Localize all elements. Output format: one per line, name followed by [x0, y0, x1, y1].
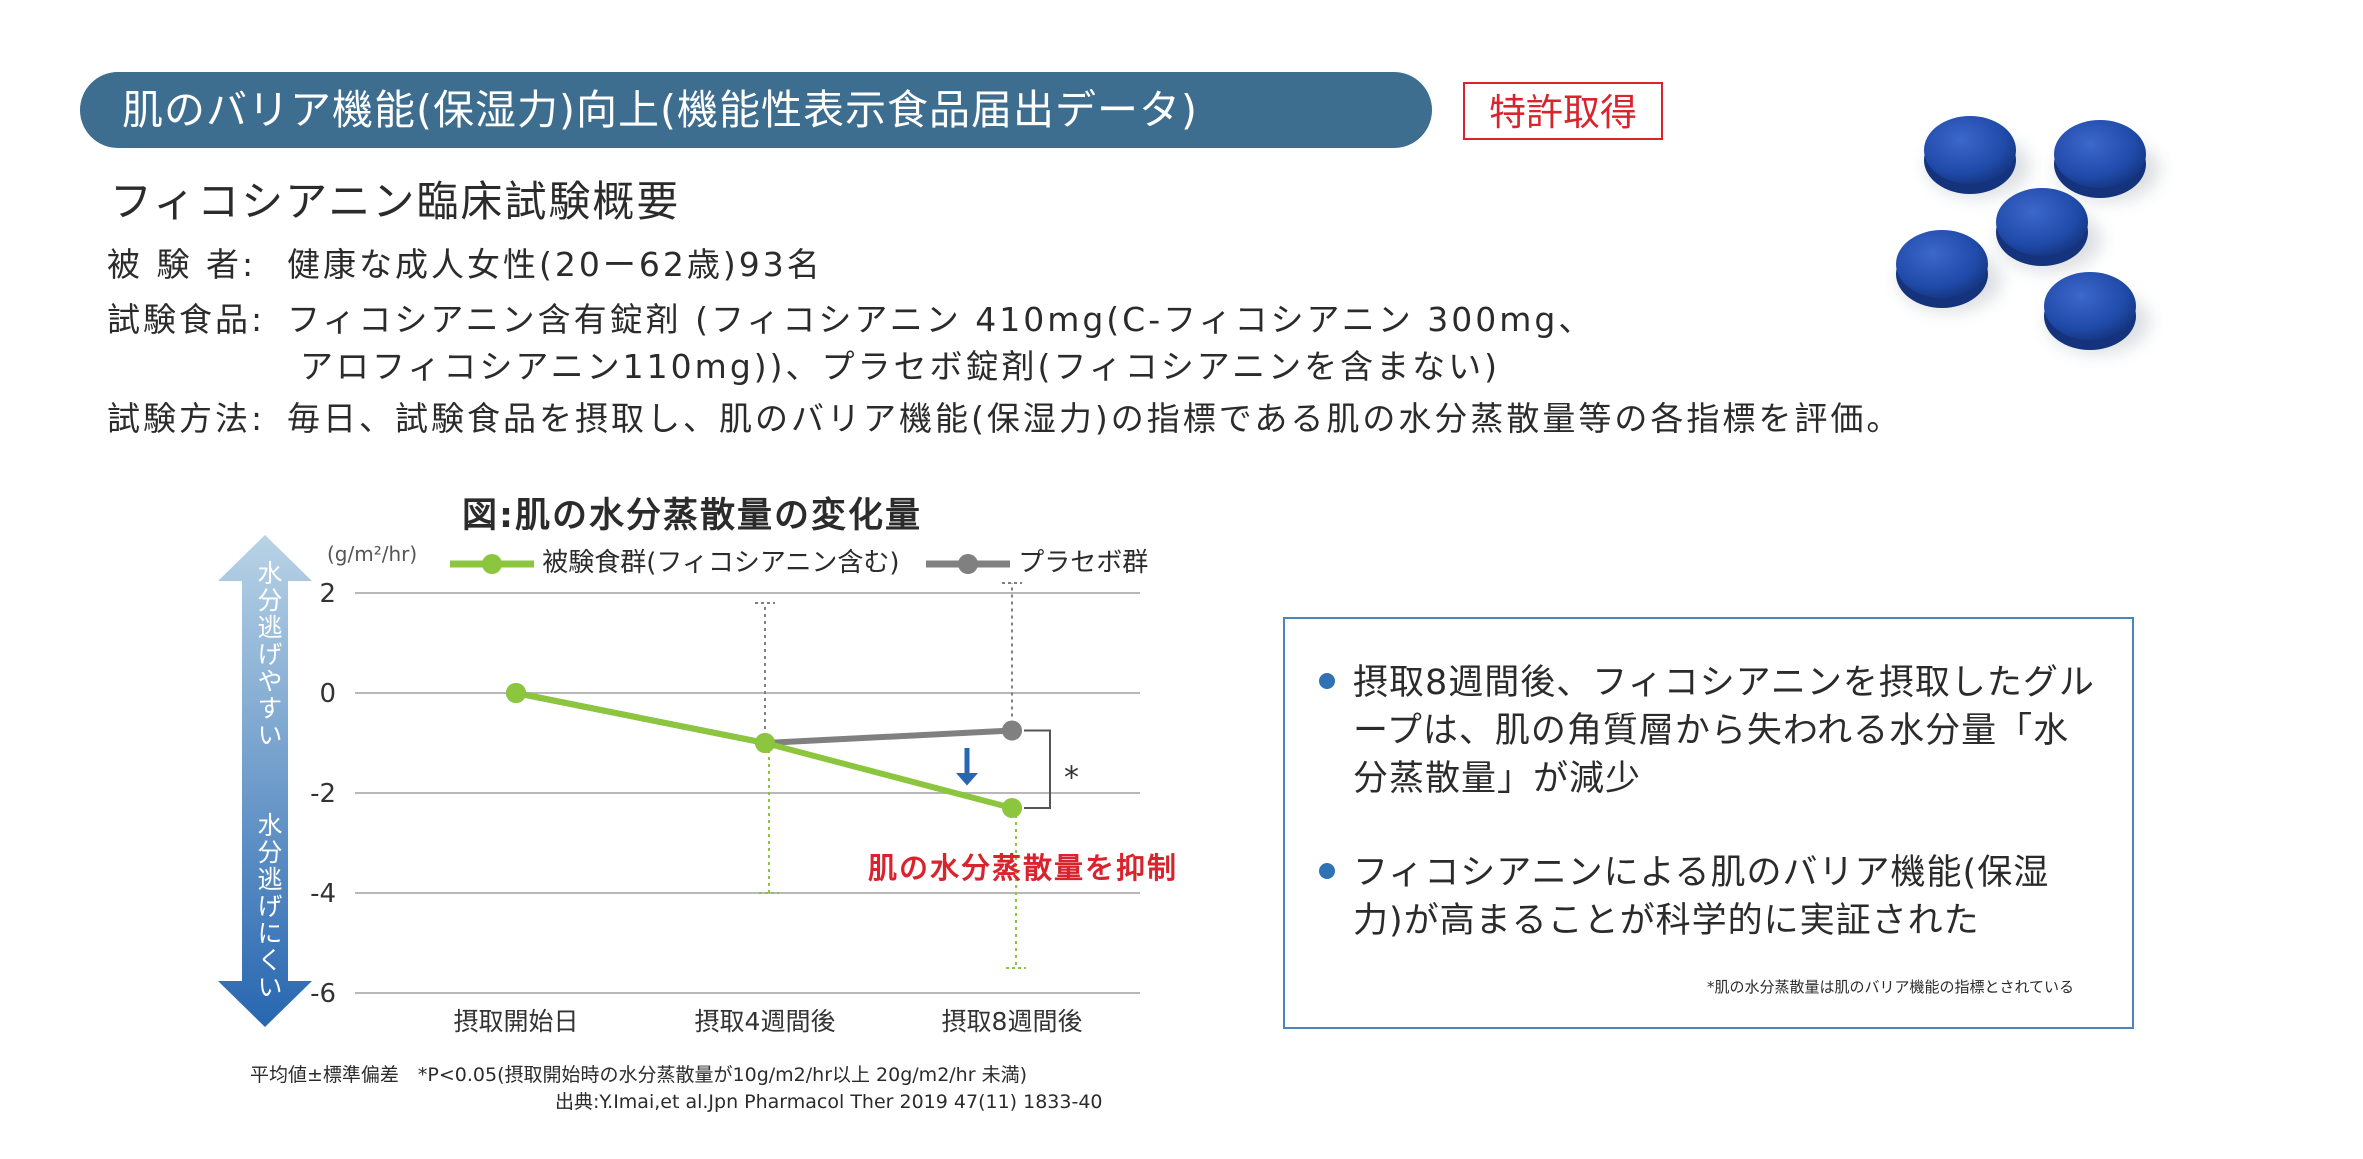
tablet — [1924, 116, 2016, 194]
info-label: 試験方法: — [107, 399, 266, 438]
y-tick-label: -2 — [310, 779, 336, 809]
banner-title: 肌のバリア機能(保湿力)向上(機能性表示食品届出データ) — [122, 86, 1198, 134]
direction-label-up: 水分逃げやすい — [254, 560, 283, 749]
result-note: *肌の水分蒸散量は肌のバリア機能の指標とされている — [1706, 978, 2074, 996]
legend-test-label: 被験食群(フィコシアニン含む) — [542, 548, 900, 578]
chart-title: 図:肌の水分蒸散量の変化量 — [462, 496, 922, 536]
info-value: 毎日、試験食品を摂取し、肌のバリア機能(保湿力)の指標である肌の水分蒸散量等の各… — [287, 399, 1903, 438]
result-bullet-text: 摂取8週間後、フィコシアニンを摂取したグループは、肌の角質層から失われる水分量「… — [1353, 663, 2095, 799]
significance-bracket — [1024, 729, 1051, 809]
line-chart: 2 0 -2 -4 -6 摂取開始日 摂取4週間後 摂取8週間後 * — [310, 579, 1140, 1036]
legend-test-group: 被験食群(フィコシアニン含む) — [450, 542, 900, 579]
legend-placebo-swatch — [926, 553, 1010, 574]
legend-placebo-label: プラセボ群 — [1018, 548, 1149, 578]
y-tick-label: -4 — [310, 879, 336, 909]
tablet — [1896, 230, 1988, 308]
chart-source: 出典:Y.Imai,et al.Jpn Pharmacol Ther 2019 … — [555, 1091, 1103, 1113]
info-label: 被 験 者: — [107, 245, 257, 284]
y-tick-label: 2 — [319, 579, 336, 609]
header-banner: 肌のバリア機能(保湿力)向上(機能性表示食品届出データ) — [80, 72, 1432, 148]
tablet — [1996, 188, 2088, 266]
x-tick-label: 摂取8週間後 — [942, 1007, 1083, 1036]
info-label: 試験食品: — [107, 300, 266, 339]
info-value: フィコシアニン含有錠剤 (フィコシアニン 410mg(C-フィコシアニン 300… — [287, 300, 1595, 339]
data-point — [755, 733, 775, 753]
significance-mark: * — [1064, 760, 1079, 795]
bullet-dot — [1319, 863, 1335, 879]
patent-badge: 特許取得 — [1463, 82, 1663, 140]
y-axis-unit: (g/m²/hr) — [327, 542, 418, 566]
info-row-test-food: 試験食品: フィコシアニン含有錠剤 (フィコシアニン 410mg(C-フィコシアニ… — [107, 293, 1594, 341]
data-point — [1002, 720, 1022, 741]
overview-title: フィコシアニン臨床試験概要 — [110, 177, 681, 226]
tablet — [2044, 272, 2136, 350]
info-value: アロフィコシアニン110mg))、プラセボ錠剤(フィコシアニンを含まない) — [300, 347, 1500, 386]
info-value: 健康な成人女性(20ー62歳)93名 — [287, 245, 823, 284]
result-bullet: フィコシアニンによる肌のバリア機能(保湿力)が高まることが科学的に実証された — [1319, 849, 2099, 945]
tablet — [2054, 120, 2146, 198]
info-row-subjects: 被 験 者: 健康な成人女性(20ー62歳)93名 — [107, 238, 823, 286]
legend-placebo-group: プラセボ群 — [926, 542, 1148, 579]
data-point — [506, 683, 526, 703]
data-point — [1002, 798, 1022, 818]
chart-footnote: 平均値±標準偏差 *P<0.05(摂取開始時の水分蒸散量が10g/m2/hr以上… — [250, 1064, 1027, 1086]
x-tick-label: 摂取開始日 — [453, 1007, 578, 1036]
decrease-arrow-head — [956, 773, 978, 786]
info-row-method: 試験方法: 毎日、試験食品を摂取し、肌のバリア機能(保湿力)の指標である肌の水分蒸… — [107, 392, 1902, 440]
info-row-test-food-cont: アロフィコシアニン110mg))、プラセボ錠剤(フィコシアニンを含まない) — [300, 340, 1500, 388]
direction-label-down: 水分逃げにくい — [254, 812, 283, 1001]
y-tick-label: 0 — [319, 679, 336, 709]
bullet-dot — [1319, 673, 1335, 689]
legend-test-swatch — [450, 553, 534, 574]
direction-arrow — [218, 535, 312, 1027]
y-tick-label: -6 — [310, 979, 336, 1009]
effect-annotation: 肌の水分蒸散量を抑制 — [868, 851, 1179, 885]
tablets-illustration — [1896, 116, 2160, 354]
x-tick-label: 摂取4週間後 — [695, 1007, 836, 1036]
result-box: 摂取8週間後、フィコシアニンを摂取したグループは、肌の角質層から失われる水分量「… — [1283, 617, 2134, 1029]
result-bullet: 摂取8週間後、フィコシアニンを摂取したグループは、肌の角質層から失われる水分量「… — [1319, 659, 2099, 803]
result-bullet-text: フィコシアニンによる肌のバリア機能(保湿力)が高まることが科学的に実証された — [1353, 853, 2050, 941]
